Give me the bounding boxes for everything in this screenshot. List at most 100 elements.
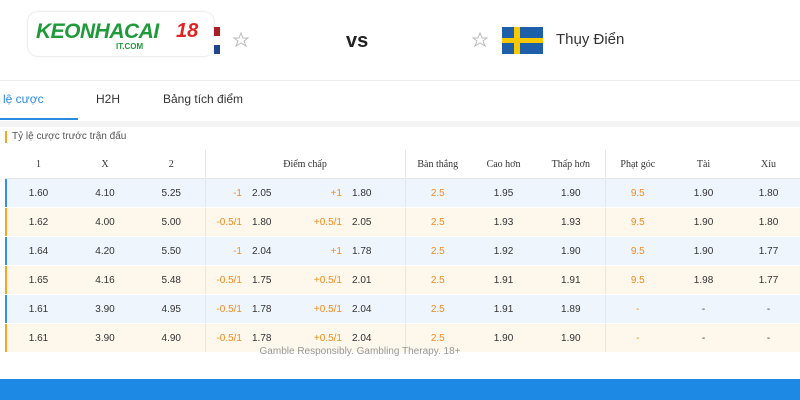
logo-domain: IT.COM	[116, 42, 144, 51]
odds-cell: 2.5	[405, 323, 471, 353]
odds-cell: 2.05	[342, 207, 406, 237]
odds-cell: +0.5/1	[305, 265, 342, 295]
logo-number: 18	[176, 20, 199, 42]
odds-table: 1 X 2 Điểm chấp Bàn thắng Cao hơn Thấp hơn Phạt…	[5, 150, 800, 353]
odds-cell: 1.62	[5, 207, 72, 237]
odds-cell: -	[737, 323, 800, 353]
odds-cell: 4.00	[72, 207, 138, 237]
odds-cell: +0.5/1	[305, 294, 342, 324]
odds-cell: 2.5	[405, 207, 471, 237]
flag-part	[214, 45, 220, 54]
flag-cross	[502, 38, 543, 43]
odds-cell: 1.80	[737, 178, 800, 208]
odds-cell: 1.80	[242, 207, 305, 237]
odds-cell: 5.50	[138, 236, 206, 266]
odds-cell: 4.20	[72, 236, 138, 266]
odds-cell: 3.90	[72, 323, 138, 353]
odds-cell: 9.5	[605, 236, 671, 266]
odds-cell: 1.80	[737, 207, 800, 237]
odds-cell: 2.5	[405, 178, 471, 208]
odds-cell: 1.91	[470, 294, 538, 324]
odds-cell: 1.91	[537, 265, 606, 295]
section-title: Tỷ lệ cược trước trận đấu	[5, 131, 126, 143]
odds-cell: 4.10	[72, 178, 138, 208]
odds-cell: 2.01	[342, 265, 406, 295]
column-header: 2	[138, 150, 206, 179]
odds-cell: 1.93	[470, 207, 538, 237]
column-header: X	[72, 150, 138, 179]
odds-cell: 1.90	[537, 236, 606, 266]
tab[interactable]: Bảng tích điểm	[163, 92, 244, 106]
header-row: 1 X 2 Điểm chấp Bàn thắng Cao hơn Thấp hơn Phạt…	[5, 150, 800, 179]
odds-cell: 9.5	[605, 207, 671, 237]
odds-row: 1.61 3.90 4.95 -0.5/1 1.78 +0.5/1 2.04 2.5 1.91 1…	[5, 294, 800, 324]
odds-cell: 1.98	[670, 265, 738, 295]
odds-row: 1.62 4.00 5.00 -0.5/1 1.80 +0.5/1 2.05 2.5 1.93 1…	[5, 207, 800, 237]
odds-cell: -0.5/1	[205, 265, 242, 295]
odds-row: 1.65 4.16 5.48 -0.5/1 1.75 +0.5/1 2.01 2.5 1.91 1…	[5, 265, 800, 295]
odds-cell: 1.60	[5, 178, 72, 208]
vs-label: vs	[346, 30, 369, 52]
column-header: 1	[5, 150, 72, 179]
column-header: Bàn thắng	[405, 150, 471, 179]
logo[interactable]: KEONHACAI 18 IT.COM	[28, 12, 214, 56]
odds-cell: -0.5/1	[205, 323, 242, 353]
odds-cell: 1.90	[537, 323, 606, 353]
odds-row: 1.60 4.10 5.25 -1 2.05 +1 1.80 2.5 1.95 1.90 9.5 1.…	[5, 178, 800, 208]
odds-cell: -1	[205, 178, 242, 208]
column-header: Điểm chấp	[205, 150, 406, 179]
odds-cell: 2.5	[405, 236, 471, 266]
odds-row: 1.64 4.20 5.50 -1 2.04 +1 1.78 2.5 1.92 1.90 9.5 1.…	[5, 236, 800, 266]
odds-cell: -0.5/1	[205, 294, 242, 324]
odds-cell: 1.77	[737, 236, 800, 266]
odds-cell: -	[605, 323, 671, 353]
header-graphics	[214, 27, 543, 54]
odds-cell: +0.5/1	[305, 323, 342, 353]
odds-cell: 2.05	[242, 178, 305, 208]
odds-cell: 2.5	[405, 265, 471, 295]
odds-cell: 1.75	[242, 265, 305, 295]
odds-cell: -0.5/1	[205, 207, 242, 237]
odds-cell: +0.5/1	[305, 207, 342, 237]
odds-cell: 1.92	[470, 236, 538, 266]
odds-cell: 9.5	[605, 265, 671, 295]
odds-cell: 4.16	[72, 265, 138, 295]
odds-cell: 1.95	[470, 178, 538, 208]
bottom-bar	[0, 379, 800, 400]
favorite-star[interactable]	[232, 31, 250, 48]
tab[interactable]: H2H	[96, 92, 121, 106]
column-header: Cao hơn	[470, 150, 538, 179]
odds-cell: -	[670, 294, 738, 324]
separator	[0, 121, 800, 127]
odds-cell: 1.90	[670, 178, 738, 208]
odds-cell: 1.64	[5, 236, 72, 266]
flag-part	[214, 36, 220, 45]
column-header: Tài	[670, 150, 738, 179]
odds-cell: 1.78	[342, 236, 406, 266]
odds-cell: 1.90	[670, 236, 738, 266]
odds-cell: 2.04	[242, 236, 305, 266]
odds-cell: 1.93	[537, 207, 606, 237]
odds-cell: 9.5	[605, 178, 671, 208]
flag-part	[214, 27, 220, 36]
active-tab-indicator	[0, 118, 78, 120]
column-header: Xỉu	[737, 150, 800, 179]
favorite-star[interactable]	[471, 31, 489, 48]
tab[interactable]: lệ cược	[3, 92, 44, 106]
odds-cell: 1.90	[537, 178, 606, 208]
odds-cell: 1.90	[670, 207, 738, 237]
tabs: lệ cược H2H Bảng tích điểm	[0, 80, 800, 122]
odds-cell: 2.04	[342, 323, 406, 353]
odds-cell: 1.61	[5, 323, 72, 353]
away-team: Thụy Điển	[556, 31, 625, 48]
column-header: Phạt góc	[605, 150, 671, 179]
odds-cell: -	[605, 294, 671, 324]
odds-cell: 5.25	[138, 178, 206, 208]
odds-cell: 5.00	[138, 207, 206, 237]
odds-cell: 1.65	[5, 265, 72, 295]
odds-cell: -1	[205, 236, 242, 266]
odds-row: 1.61 3.90 4.90 -0.5/1 1.78 +0.5/1 2.04 2.5 1.90 1…	[5, 323, 800, 353]
odds-cell: 2.04	[342, 294, 406, 324]
odds-cell: -	[670, 323, 738, 353]
odds-cell: 1.61	[5, 294, 72, 324]
